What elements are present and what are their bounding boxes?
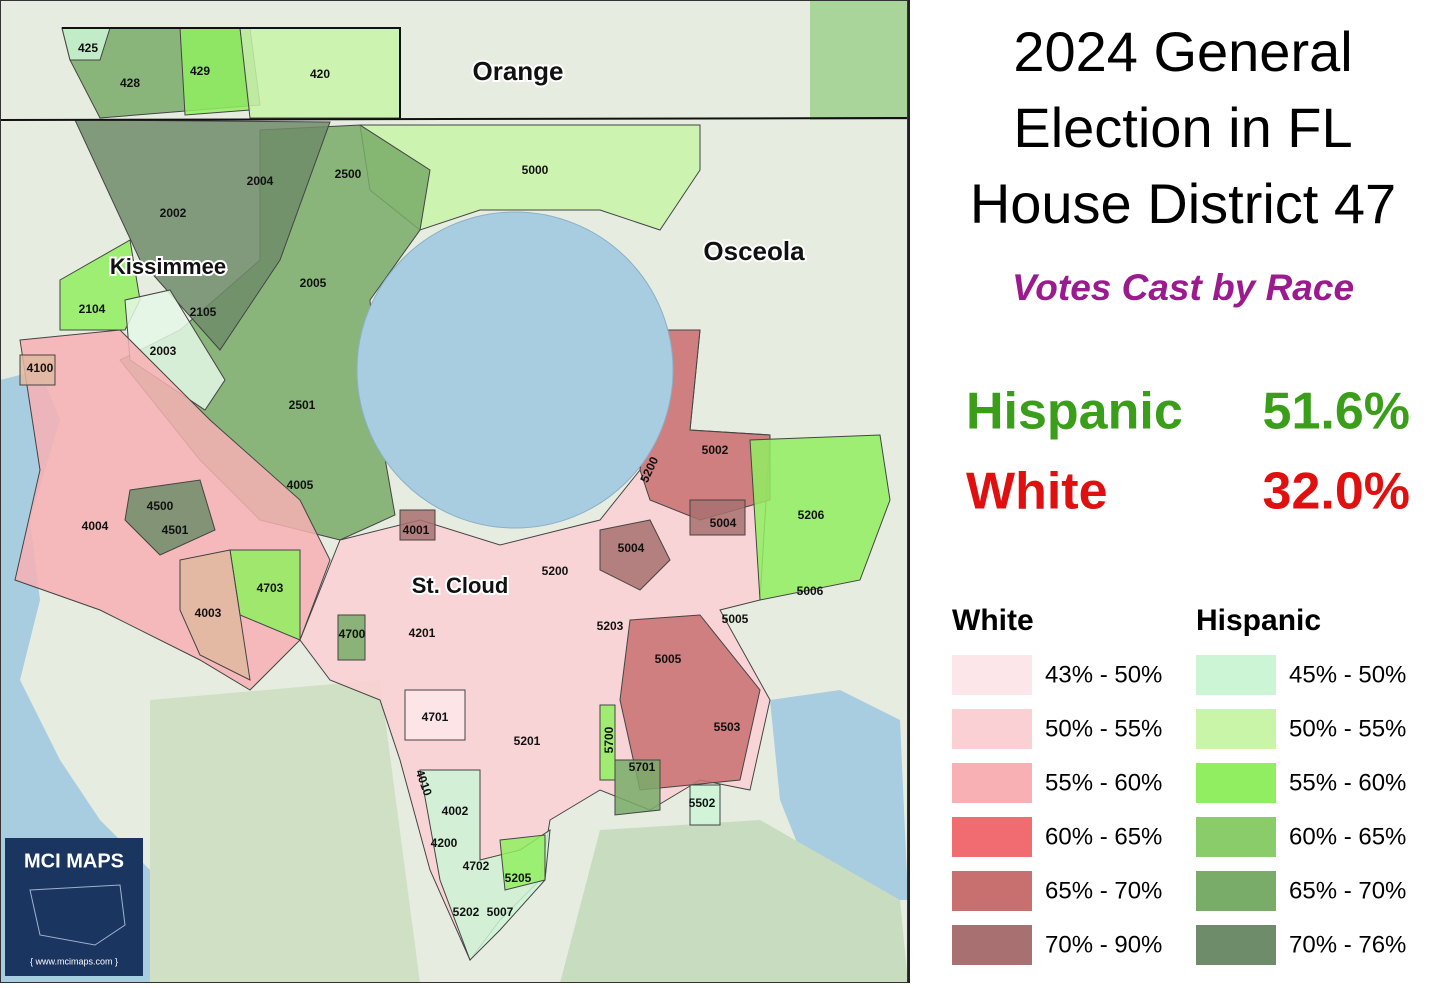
legend-label: 50% - 55% [1289, 715, 1406, 742]
legend-label: 55% - 60% [1289, 769, 1406, 796]
subtitle: Votes Cast by Race [1012, 267, 1354, 308]
legend-swatch [1196, 655, 1276, 695]
title-line: House District 47 [970, 172, 1396, 235]
precinct-label: 4003 [195, 606, 222, 620]
legend-swatch [1196, 709, 1276, 749]
precinct-label: 5004 [710, 516, 737, 530]
legend-label: 70% - 90% [1045, 931, 1162, 958]
legend-label: 65% - 70% [1045, 877, 1162, 904]
legend-swatch [952, 817, 1032, 857]
precinct-label: 4501 [162, 523, 189, 537]
legend-swatch [1196, 817, 1276, 857]
precinct-label: 4200 [431, 836, 458, 850]
logo-url: { www.mcimaps.com } [30, 956, 118, 966]
precinct-label: 4703 [257, 581, 284, 595]
precinct-label: 425 [78, 41, 98, 55]
precinct-label: 5000 [522, 163, 549, 177]
city-label: St. Cloud [412, 573, 509, 598]
city-label: Kissimmee [110, 254, 226, 279]
legend-title: White [952, 604, 1034, 637]
precinct-label: 4500 [147, 499, 174, 513]
precinct-label: 2004 [247, 174, 274, 188]
precinct-label: 4702 [463, 859, 490, 873]
precinct-label: 429 [190, 64, 210, 78]
precinct-label: 5200 [542, 564, 569, 578]
logo-name: MCI MAPS [24, 850, 124, 872]
precinct-label: 2005 [300, 276, 327, 290]
precinct-label: 2500 [335, 167, 362, 181]
precinct-label: 5206 [798, 508, 825, 522]
precinct-label: 5205 [505, 871, 532, 885]
map [0, 0, 909, 984]
legend-label: 45% - 50% [1289, 661, 1406, 688]
precinct-label: 2002 [160, 206, 187, 220]
precinct-label: 5503 [714, 720, 741, 734]
precinct-label: 2501 [289, 398, 316, 412]
precinct-label: 5005 [655, 652, 682, 666]
result-share: 32.0% [1263, 463, 1410, 521]
legend-swatch [1196, 763, 1276, 803]
precinct-label: 5202 [453, 905, 480, 919]
legend-label: 50% - 55% [1045, 715, 1162, 742]
precinct-label: 5002 [702, 443, 729, 457]
precinct-label: 5502 [689, 796, 716, 810]
county-label: Osceola [703, 236, 805, 266]
legend-swatch [1196, 871, 1276, 911]
result-share: 51.6% [1263, 383, 1410, 441]
legend-swatch [952, 871, 1032, 911]
legend-title: Hispanic [1196, 604, 1321, 637]
title-line: 2024 General [1013, 20, 1352, 83]
precinct-label: 5007 [487, 905, 514, 919]
legend-label: 60% - 65% [1289, 823, 1406, 850]
legend-label: 55% - 60% [1045, 769, 1162, 796]
legend-label: 65% - 70% [1289, 877, 1406, 904]
precinct-label: 4701 [422, 710, 449, 724]
precinct-label: 2104 [79, 302, 106, 316]
legend-label: 43% - 50% [1045, 661, 1162, 688]
precinct-label: 5700 [602, 726, 616, 753]
precinct-label: 4201 [409, 626, 436, 640]
legend-swatch [952, 763, 1032, 803]
precinct-label: 420 [310, 67, 330, 81]
precinct-label: 5203 [597, 619, 624, 633]
precinct-label: 5701 [629, 760, 656, 774]
logo: MCI MAPS { www.mcimaps.com } [5, 838, 143, 976]
precinct-label: 4004 [82, 519, 109, 533]
precinct-label: 5006 [797, 584, 824, 598]
legend-swatch [952, 709, 1032, 749]
precinct-label: 4005 [287, 478, 314, 492]
precinct-label: 4100 [27, 361, 54, 375]
legend-label: 60% - 65% [1045, 823, 1162, 850]
county-label: Orange [472, 56, 563, 86]
precinct-label: 5005 [722, 612, 749, 626]
precinct-label: 5004 [618, 541, 645, 555]
precinct-label: 2003 [150, 344, 177, 358]
legend-swatch [1196, 925, 1276, 965]
precinct-label: 4001 [403, 523, 430, 537]
legend-swatch [952, 655, 1032, 695]
precinct-label: 5201 [514, 734, 541, 748]
title-line: Election in FL [1013, 96, 1352, 159]
legend-swatch [952, 925, 1032, 965]
precinct-label: 4002 [442, 804, 469, 818]
precinct-label: 428 [120, 76, 140, 90]
precinct-label: 2105 [190, 305, 217, 319]
result-group: Hispanic [966, 383, 1183, 441]
precinct-label: 4700 [339, 627, 366, 641]
legend-label: 70% - 76% [1289, 931, 1406, 958]
result-group: White [966, 463, 1108, 521]
